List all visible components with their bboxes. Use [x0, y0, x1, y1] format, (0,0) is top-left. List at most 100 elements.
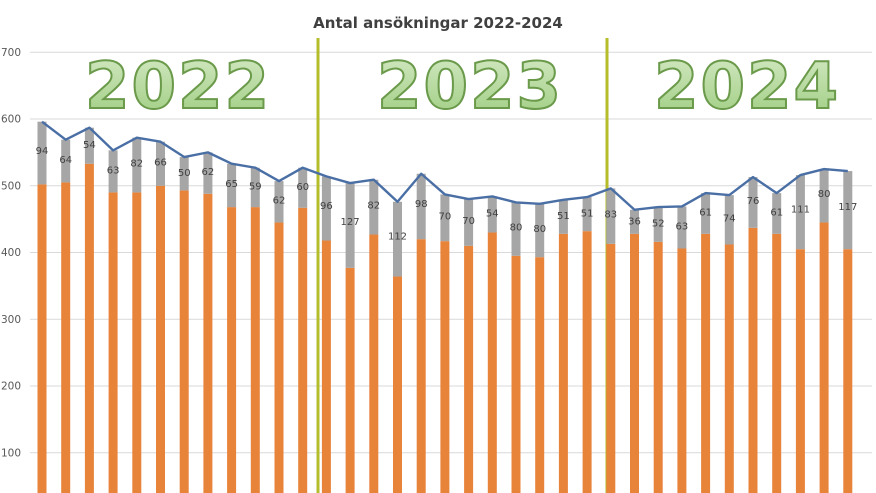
bar-lower: [630, 233, 639, 493]
bar-upper: [156, 141, 165, 186]
bar-upper: [108, 150, 118, 193]
bar-upper: [179, 157, 189, 191]
data-label: 83: [604, 209, 617, 220]
bar-lower: [227, 207, 237, 493]
year-label: 2024: [654, 50, 840, 124]
bar-lower: [132, 192, 142, 493]
bar-lower: [156, 185, 165, 493]
data-label: 50: [178, 168, 191, 179]
bar-upper: [61, 139, 71, 183]
bar-upper: [250, 167, 260, 208]
bar-lower: [724, 244, 734, 493]
bar-lower: [440, 241, 450, 493]
bar-upper: [321, 176, 331, 241]
bar-lower: [772, 233, 782, 493]
data-label: 62: [202, 167, 215, 178]
bar-upper: [298, 167, 308, 208]
data-label: 61: [699, 207, 712, 218]
y-tick-label: 300: [1, 314, 21, 326]
bar-upper: [795, 175, 805, 250]
bar-lower: [250, 207, 260, 493]
bar-upper: [440, 194, 450, 242]
bar-lower: [819, 222, 829, 493]
bar-lower: [61, 182, 71, 493]
bar-upper: [582, 197, 592, 232]
bar-upper: [606, 188, 616, 244]
bar-lower: [795, 249, 805, 493]
data-label: 70: [439, 211, 452, 222]
bar-upper: [748, 177, 758, 228]
bar-upper: [772, 193, 782, 234]
bar-lower: [582, 231, 592, 493]
bar-lower: [843, 249, 853, 493]
bar-lower: [558, 233, 568, 493]
bar-upper: [274, 181, 284, 223]
bar-lower: [748, 227, 758, 493]
bar-lower: [416, 239, 426, 493]
bar-upper: [416, 173, 426, 240]
chart-title: Antal ansökningar 2022-2024: [313, 14, 563, 32]
data-label: 60: [296, 182, 309, 193]
y-tick-label: 600: [1, 114, 21, 126]
data-label: 59: [249, 181, 262, 192]
data-label: 80: [818, 189, 831, 200]
bar-upper: [464, 199, 474, 246]
data-label: 63: [676, 221, 689, 232]
data-label: 112: [388, 231, 407, 242]
bar-lower: [321, 240, 331, 493]
bar-lower: [393, 276, 402, 493]
bar-upper: [630, 209, 639, 234]
bar-lower: [84, 163, 94, 493]
data-label: 62: [273, 196, 286, 207]
bar-upper: [819, 169, 829, 223]
bar-upper: [369, 179, 379, 235]
data-label: 82: [130, 158, 143, 169]
data-label: 94: [36, 146, 49, 157]
y-tick-label: 500: [1, 180, 21, 192]
data-label: 111: [791, 204, 810, 215]
bar-upper: [843, 171, 853, 250]
data-label: 96: [320, 201, 333, 212]
bar-lower: [369, 234, 379, 493]
bar-upper: [511, 202, 521, 256]
data-label: 80: [510, 222, 523, 233]
data-label: 65: [225, 179, 238, 190]
bar-lower: [179, 190, 189, 493]
data-label: 74: [723, 213, 736, 224]
data-label: 80: [533, 224, 546, 235]
data-label: 76: [747, 196, 760, 207]
bar-upper: [535, 203, 545, 258]
data-label: 54: [83, 140, 96, 151]
bar-upper: [724, 195, 734, 245]
data-label: 127: [341, 217, 360, 228]
bar-upper: [227, 163, 237, 208]
bar-lower: [535, 257, 545, 493]
data-label: 63: [107, 165, 120, 176]
bar-upper: [132, 137, 142, 193]
bar-upper: [393, 201, 402, 277]
data-label: 66: [154, 158, 167, 169]
y-tick-label: 100: [1, 447, 21, 459]
data-label: 51: [557, 211, 570, 222]
bar-upper: [653, 207, 663, 242]
data-label: 64: [59, 155, 72, 166]
data-label: 36: [628, 217, 641, 228]
bar-upper: [84, 127, 94, 164]
data-label: 98: [415, 199, 428, 210]
bar-lower: [464, 245, 474, 493]
bar-upper: [701, 193, 711, 234]
y-tick-label: 700: [1, 47, 21, 59]
data-label: 52: [652, 219, 665, 230]
bar-upper: [487, 196, 497, 233]
bar-lower: [37, 184, 47, 493]
bar-lower: [274, 222, 284, 493]
bar-lower: [487, 232, 497, 493]
bar-upper: [203, 152, 213, 194]
bar-lower: [606, 243, 616, 493]
bar-lower: [203, 193, 213, 493]
total-line: [41, 120, 848, 211]
bar-lower: [677, 248, 687, 493]
bar-upper: [37, 121, 47, 185]
bar-upper: [558, 199, 568, 234]
bar-lower: [108, 192, 118, 493]
